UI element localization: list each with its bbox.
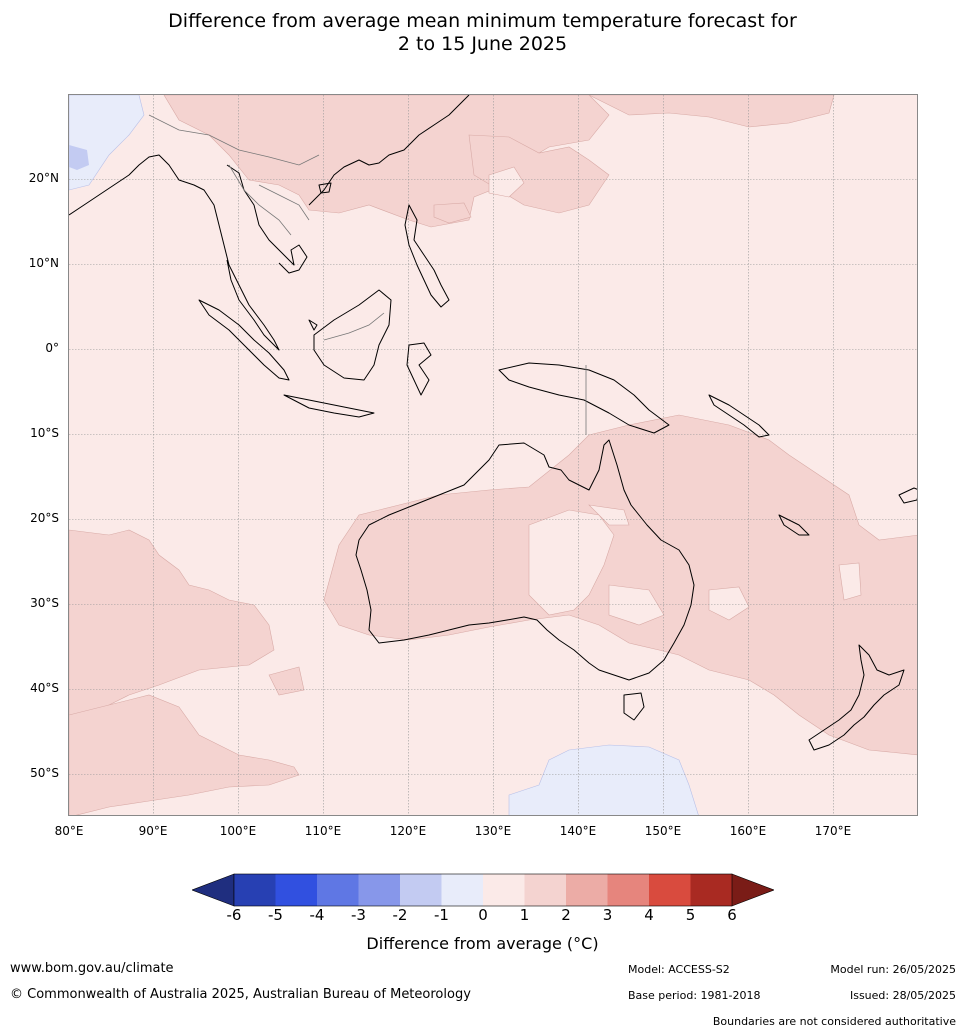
title-line-1: Difference from average mean minimum tem… <box>168 10 797 32</box>
title-line-2: 2 to 15 June 2025 <box>397 33 568 55</box>
colorbar-bin <box>483 874 525 906</box>
colorbar-tick-4: 4 <box>644 906 654 924</box>
lat-label-40s: 40°S <box>30 681 59 695</box>
footer-issued: Issued: 28/05/2025 <box>849 989 956 1002</box>
colorbar-tick-3: 3 <box>602 906 613 924</box>
colorbar-tick-m4: -4 <box>309 906 325 924</box>
colorbar-bin <box>607 874 650 906</box>
lat-label-10n: 10°N <box>28 256 59 270</box>
forecast-map <box>68 94 918 816</box>
lon-label-90e: 90°E <box>138 824 168 838</box>
political-boundaries <box>148 114 587 435</box>
colorbar-bin <box>690 874 733 906</box>
lon-label-130e: 130°E <box>474 824 512 838</box>
lon-label-80e: 80°E <box>54 824 84 838</box>
colorbar-unit: °C) <box>573 934 599 953</box>
anomaly-negative-areas <box>69 95 699 815</box>
colorbar-tick-m6: -6 <box>226 906 242 924</box>
colorbar-high-extension <box>731 873 774 907</box>
colorbar-bin <box>649 874 691 906</box>
colorbar-tick-m2: -2 <box>392 906 408 924</box>
colorbar-tick-6: 6 <box>727 906 737 924</box>
colorbar-bin <box>400 874 442 906</box>
chart-title: Difference from average mean minimum tem… <box>0 10 965 56</box>
colorbar-outline <box>233 873 733 907</box>
lon-label-160e: 160°E <box>729 824 767 838</box>
graticule <box>69 95 917 815</box>
lon-label-170e: 170°E <box>814 824 852 838</box>
colorbar-tick-m1: -1 <box>434 906 449 924</box>
map-svg <box>69 95 917 815</box>
colorbar-bin <box>234 874 276 906</box>
colorbar-label: Difference from average (°C) <box>0 934 965 953</box>
colorbar-tick-5: 5 <box>685 906 696 924</box>
lon-label-110e: 110°E <box>304 824 342 838</box>
lat-label-20n: 20°N <box>28 171 59 185</box>
lon-label-150e: 150°E <box>644 824 682 838</box>
anomaly-0-to-1-pockets <box>488 166 862 626</box>
colorbar-bin <box>358 874 401 906</box>
colorbar-tick-1: 1 <box>519 906 530 924</box>
footer-website: www.bom.gov.au/climate <box>10 961 174 976</box>
lon-label-140e: 140°E <box>559 824 597 838</box>
colorbar-bin <box>275 874 318 906</box>
colorbar-label-text: Difference from average ( <box>366 934 574 953</box>
footer-model-run: Model run: 26/05/2025 <box>830 963 956 976</box>
lat-label-30s: 30°S <box>30 596 59 610</box>
footer-base-period: Base period: 1981-2018 <box>628 989 761 1002</box>
lon-label-120e: 120°E <box>389 824 427 838</box>
footer-disclaimer: Boundaries are not considered authoritat… <box>712 1015 956 1028</box>
colorbar <box>192 873 774 907</box>
colorbar-bin <box>317 874 359 906</box>
colorbar-bin <box>566 874 608 906</box>
colorbar-tick-m5: -5 <box>268 906 283 924</box>
colorbar-bin <box>441 874 484 906</box>
lat-label-10s: 10°S <box>30 426 59 440</box>
colorbar-svg <box>192 873 774 907</box>
lat-label-20s: 20°S <box>30 511 59 525</box>
colorbar-low-extension <box>192 873 235 907</box>
colorbar-tick-m3: -3 <box>351 906 366 924</box>
coastlines <box>69 95 917 751</box>
colorbar-tick-2: 2 <box>561 906 571 924</box>
lat-label-50s: 50°S <box>30 766 59 780</box>
anomaly-1-to-2-areas <box>69 95 917 815</box>
lat-label-0: 0° <box>45 341 59 355</box>
lon-label-100e: 100°E <box>219 824 257 838</box>
footer-copyright: © Commonwealth of Australia 2025, Austra… <box>10 987 471 1002</box>
colorbar-bin <box>524 874 567 906</box>
colorbar-tick-0: 0 <box>478 906 488 924</box>
footer-model: Model: ACCESS-S2 <box>628 963 730 976</box>
